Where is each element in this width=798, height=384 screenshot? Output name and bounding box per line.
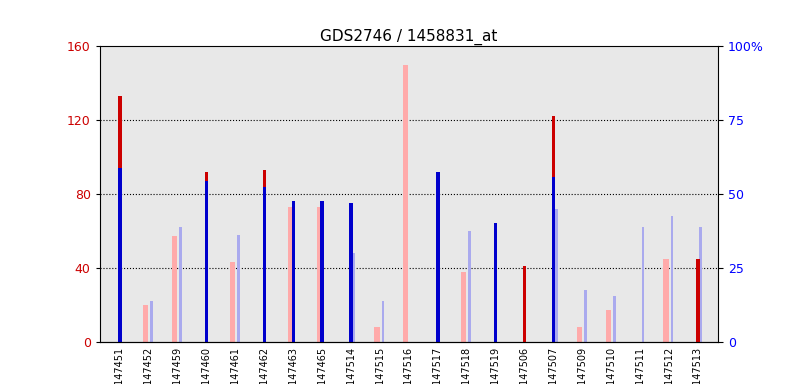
Bar xyxy=(403,65,409,342)
Bar xyxy=(321,201,324,342)
Bar xyxy=(237,235,240,342)
Bar xyxy=(436,172,440,342)
Bar xyxy=(699,227,702,342)
Bar xyxy=(205,181,208,342)
Bar xyxy=(551,177,555,342)
Bar xyxy=(118,168,122,342)
Bar xyxy=(291,203,295,342)
Bar xyxy=(461,271,466,342)
Bar xyxy=(494,266,497,342)
Bar xyxy=(230,262,235,342)
Bar xyxy=(374,327,380,342)
Bar xyxy=(494,223,497,342)
Bar xyxy=(317,207,322,342)
Bar xyxy=(291,201,295,342)
Bar xyxy=(663,258,669,342)
Bar xyxy=(468,231,471,342)
Bar xyxy=(287,207,293,342)
Bar xyxy=(551,116,555,342)
Bar xyxy=(555,209,558,342)
Bar xyxy=(577,327,582,342)
Bar xyxy=(350,203,353,342)
Bar xyxy=(642,227,645,342)
Bar xyxy=(205,172,208,342)
Bar xyxy=(523,266,527,342)
Bar xyxy=(353,253,355,342)
Bar xyxy=(613,296,615,342)
Bar xyxy=(584,290,587,342)
Bar xyxy=(696,258,700,342)
Bar xyxy=(350,203,353,342)
Bar xyxy=(263,170,267,342)
Bar xyxy=(381,301,385,342)
Bar xyxy=(606,310,610,342)
Bar xyxy=(172,237,177,342)
Bar xyxy=(143,305,148,342)
Bar xyxy=(180,227,182,342)
Bar xyxy=(150,301,153,342)
Bar xyxy=(118,96,122,342)
Bar xyxy=(670,216,674,342)
Bar xyxy=(263,187,267,342)
Title: GDS2746 / 1458831_at: GDS2746 / 1458831_at xyxy=(320,28,498,45)
